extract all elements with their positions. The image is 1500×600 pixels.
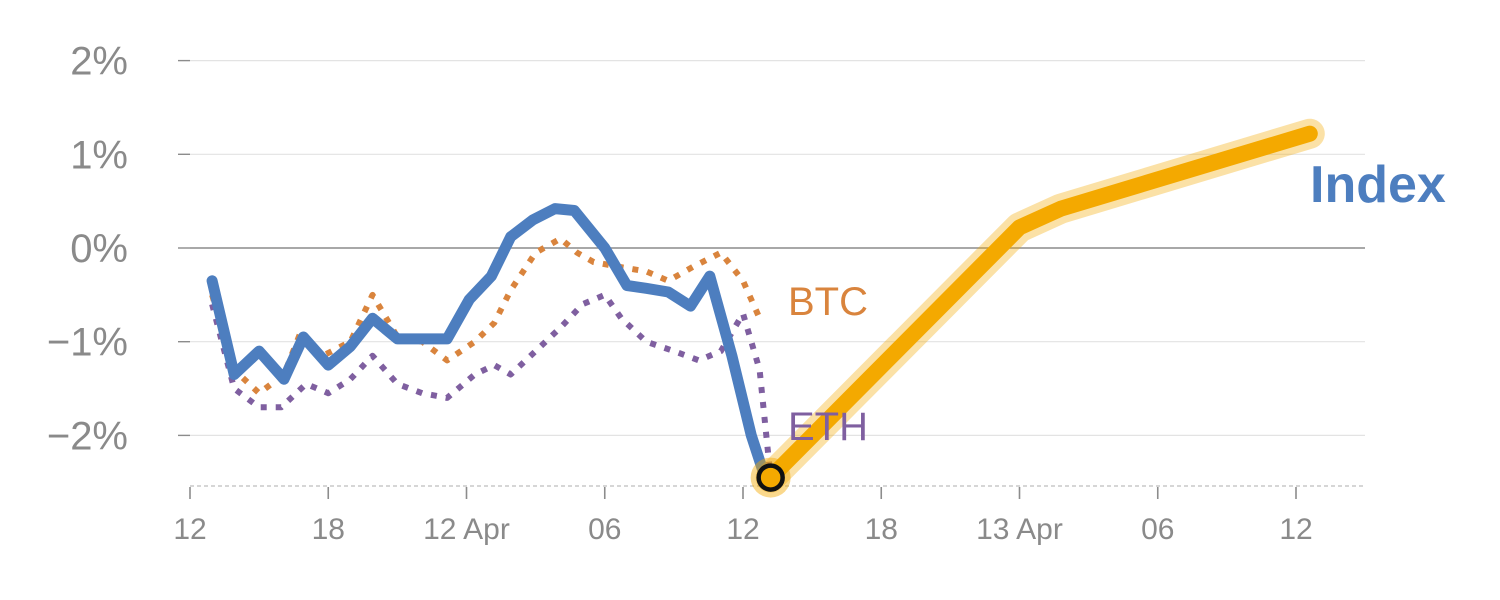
series-eth-line	[209, 291, 774, 478]
x-tick-label-8: 12	[1279, 513, 1312, 546]
x-tick-label-2: 12 Apr	[423, 513, 510, 546]
labels: BTC ETH Index	[788, 156, 1446, 449]
series-btc-line	[209, 235, 763, 397]
x-tick-label-4: 12	[726, 513, 759, 546]
gridlines	[190, 59, 1365, 436]
x-tick-label-3: 06	[588, 513, 621, 546]
series-label-index: Index	[1310, 156, 1446, 214]
x-tick-label-5: 18	[865, 513, 898, 546]
series-index-line	[206, 203, 771, 484]
series-index-forecast-line	[762, 125, 1318, 486]
y-tick-label-4: −2%	[47, 414, 128, 458]
x-tick-label-1: 18	[312, 513, 345, 546]
series	[206, 118, 1325, 498]
marker-point	[756, 463, 785, 492]
x-tick-label-7: 06	[1141, 513, 1174, 546]
y-tick-label-3: −1%	[47, 321, 128, 365]
axes: 2% 1% 0% −1% −2% 12 18 12 Apr 06 12 18 13 Apr 06 12	[47, 40, 1365, 546]
y-tick-label-1: 1%	[70, 133, 128, 177]
y-tick-label-2: 0%	[70, 227, 128, 271]
x-tick-label-6: 13 Apr	[976, 513, 1063, 546]
y-tick-label-0: 2%	[70, 40, 128, 84]
x-tick-label-0: 12	[173, 513, 206, 546]
series-label-eth: ETH	[788, 405, 868, 449]
series-label-btc: BTC	[788, 280, 868, 324]
